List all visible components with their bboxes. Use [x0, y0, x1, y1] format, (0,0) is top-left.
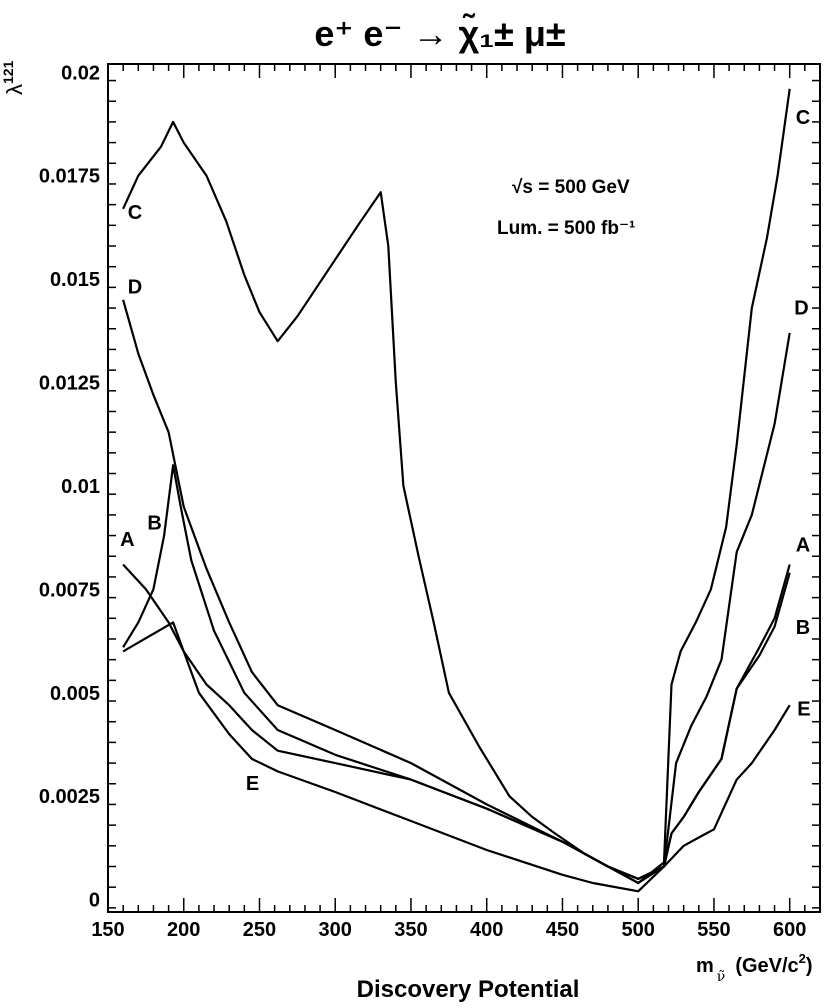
footer-caption: Discovery Potential — [357, 976, 580, 1003]
y-tick-label: 0 — [89, 890, 100, 912]
x-tick-label: 150 — [91, 919, 124, 941]
series-C-label: C — [796, 107, 810, 129]
series-C-label: C — [128, 202, 142, 224]
y-tick-label: 0.0025 — [39, 786, 100, 808]
series-D-label: D — [794, 297, 808, 319]
y-tick-label: 0.015 — [50, 269, 100, 291]
y-tick-labels: 0 0.0025 0.005 0.0075 0.01 0.0125 0.015 0.0175 0… — [39, 62, 100, 911]
y-tick-label: 0.005 — [50, 683, 100, 705]
series-E-label: E — [246, 773, 259, 795]
x-tick-label: 450 — [546, 919, 579, 941]
series-A-label: A — [796, 534, 810, 556]
series-B-label: B — [796, 617, 810, 639]
luminosity-annotation: Lum. = 500 fb⁻¹ — [497, 218, 635, 239]
y-axis-label: λ121 — [0, 60, 27, 95]
y-tick-label: 0.02 — [61, 62, 100, 84]
series-A-line — [122, 563, 791, 880]
y-tick-label: 0.0125 — [39, 373, 100, 395]
x-tick-label: 500 — [622, 919, 655, 941]
x-tick-label: 550 — [697, 919, 730, 941]
energy-annotation: √s = 500 GeV — [512, 177, 630, 198]
x-tick-label: 600 — [773, 919, 806, 941]
y-tick-label: 0.0175 — [39, 166, 100, 188]
x-tick-label: 350 — [394, 919, 427, 941]
series-D-line — [122, 299, 791, 885]
series-A-label: A — [120, 529, 134, 551]
x-tick-label: 200 — [167, 919, 200, 941]
y-tick-label: 0.0075 — [39, 579, 100, 601]
series-E-label: E — [797, 699, 810, 721]
axis-ticks — [107, 64, 821, 912]
series-E-line — [122, 621, 791, 893]
series-curves — [122, 88, 791, 893]
x-tick-label: 300 — [319, 919, 352, 941]
y-tick-label: 0.01 — [61, 476, 100, 498]
x-tick-labels: 150 200 250 300 350 400 450 500 550 600 — [91, 919, 806, 941]
series-B-label: B — [147, 512, 161, 534]
series-C-line — [122, 88, 791, 885]
series-D-label: D — [128, 277, 142, 299]
chart-title: e⁺ e⁻ → χ̃₁± μ± — [314, 12, 565, 54]
x-tick-label: 250 — [243, 919, 276, 941]
x-axis-label: m ν̃ (GeV/c2) — [696, 951, 813, 985]
series-B-line — [122, 464, 791, 880]
plot-frame — [107, 63, 821, 913]
x-tick-label: 400 — [470, 919, 503, 941]
